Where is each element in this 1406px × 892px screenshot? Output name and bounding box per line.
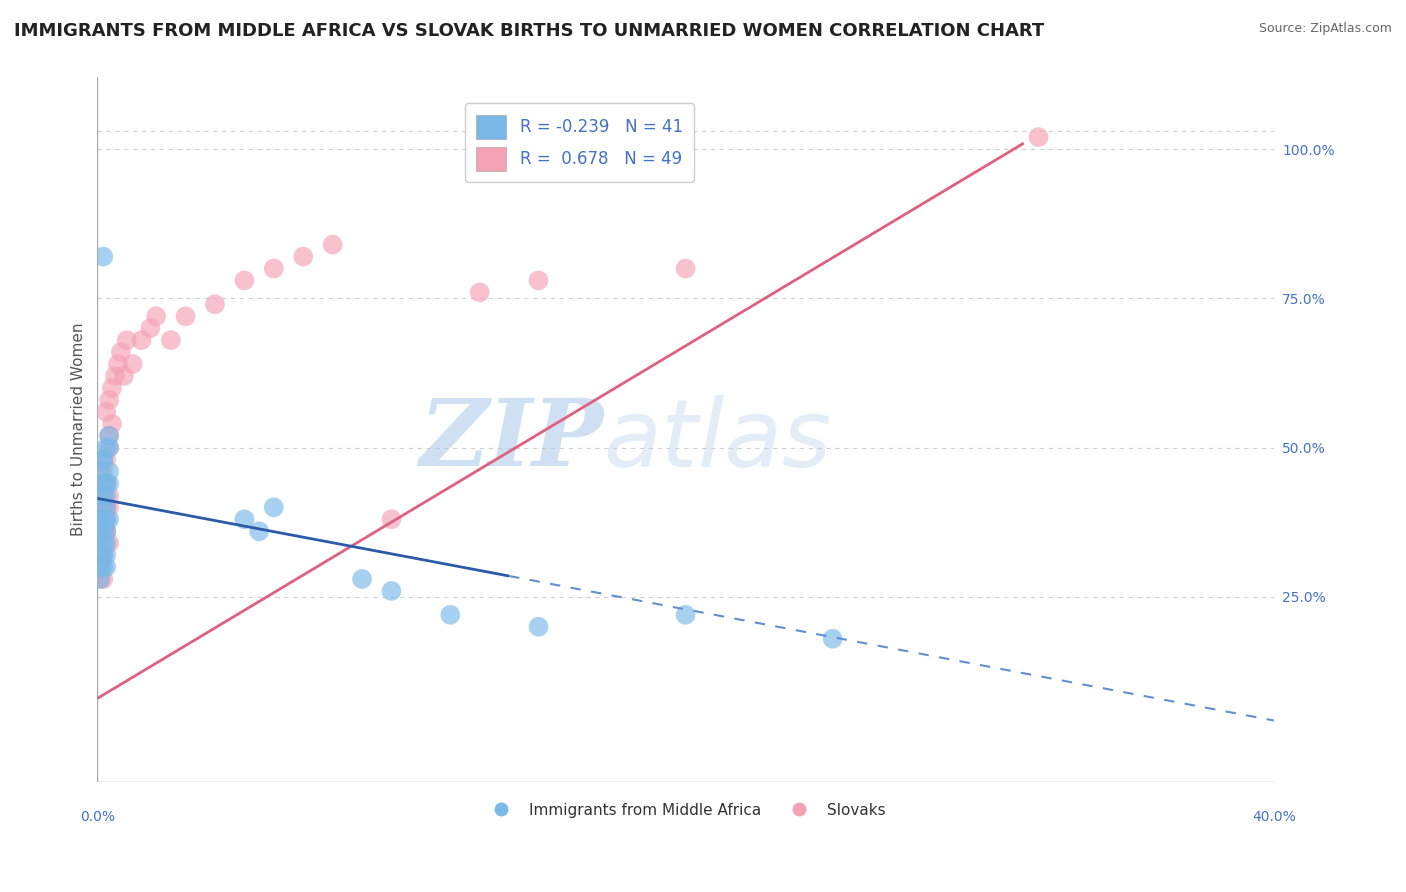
Point [204, 297, 226, 311]
Point [96, 548, 118, 562]
Point [96, 441, 118, 455]
Point [89, 548, 111, 562]
Point [160, 333, 183, 347]
Y-axis label: Births to Unmarried Women: Births to Unmarried Women [72, 323, 86, 536]
Point [131, 333, 153, 347]
Point [104, 369, 127, 384]
Point [96, 476, 118, 491]
Text: IMMIGRANTS FROM MIDDLE AFRICA VS SLOVAK BIRTHS TO UNMARRIED WOMEN CORRELATION CH: IMMIGRANTS FROM MIDDLE AFRICA VS SLOVAK … [14, 22, 1045, 40]
Point [439, 607, 461, 622]
Point [263, 500, 285, 515]
Point [527, 273, 550, 287]
Point [89, 560, 111, 574]
Point [98, 428, 121, 442]
Point [91, 512, 114, 526]
Point [675, 607, 697, 622]
Point [96, 560, 118, 574]
Point [468, 285, 491, 300]
Point [91, 512, 114, 526]
Point [98, 441, 121, 455]
Text: 40.0%: 40.0% [1251, 810, 1296, 824]
Point [352, 572, 374, 586]
Point [98, 512, 121, 526]
Point [96, 452, 118, 467]
Point [96, 500, 118, 515]
Point [96, 524, 118, 539]
Point [89, 572, 111, 586]
Point [91, 250, 114, 264]
Point [91, 465, 114, 479]
Text: Source: ZipAtlas.com: Source: ZipAtlas.com [1258, 22, 1392, 36]
Point [1028, 130, 1050, 145]
Point [98, 428, 121, 442]
Point [96, 524, 118, 539]
Text: atlas: atlas [603, 395, 831, 486]
Point [821, 632, 844, 646]
Point [96, 476, 118, 491]
Point [527, 620, 550, 634]
Point [145, 310, 167, 324]
Point [380, 512, 402, 526]
Point [174, 310, 197, 324]
Point [91, 452, 114, 467]
Point [1322, 273, 1344, 287]
Point [91, 548, 114, 562]
Point [110, 345, 132, 359]
Point [233, 273, 256, 287]
Point [380, 583, 402, 598]
Point [675, 261, 697, 276]
Point [91, 572, 114, 586]
Point [98, 488, 121, 502]
Point [247, 524, 270, 539]
Legend: Immigrants from Middle Africa, Slovaks: Immigrants from Middle Africa, Slovaks [479, 797, 891, 823]
Point [91, 524, 114, 539]
Point [96, 512, 118, 526]
Point [96, 488, 118, 502]
Point [101, 381, 124, 395]
Point [107, 357, 129, 371]
Text: ZIP: ZIP [419, 395, 603, 485]
Point [89, 465, 111, 479]
Point [98, 476, 121, 491]
Point [98, 441, 121, 455]
Point [91, 536, 114, 550]
Point [91, 452, 114, 467]
Point [96, 512, 118, 526]
Point [98, 500, 121, 515]
Point [89, 548, 111, 562]
Point [89, 512, 111, 526]
Point [263, 261, 285, 276]
Point [91, 488, 114, 502]
Point [89, 524, 111, 539]
Point [91, 560, 114, 574]
Point [96, 500, 118, 515]
Point [91, 524, 114, 539]
Point [98, 536, 121, 550]
Point [98, 392, 121, 407]
Point [89, 560, 111, 574]
Point [96, 500, 118, 515]
Point [91, 536, 114, 550]
Point [121, 357, 143, 371]
Point [101, 417, 124, 431]
Point [292, 250, 315, 264]
Point [96, 524, 118, 539]
Point [91, 488, 114, 502]
Point [322, 237, 344, 252]
Point [96, 405, 118, 419]
Point [91, 500, 114, 515]
Point [98, 465, 121, 479]
Point [89, 536, 111, 550]
Point [233, 512, 256, 526]
Point [91, 548, 114, 562]
Point [96, 476, 118, 491]
Text: 0.0%: 0.0% [80, 810, 115, 824]
Point [96, 536, 118, 550]
Point [139, 321, 162, 335]
Point [91, 476, 114, 491]
Point [115, 333, 138, 347]
Point [89, 572, 111, 586]
Point [112, 369, 135, 384]
